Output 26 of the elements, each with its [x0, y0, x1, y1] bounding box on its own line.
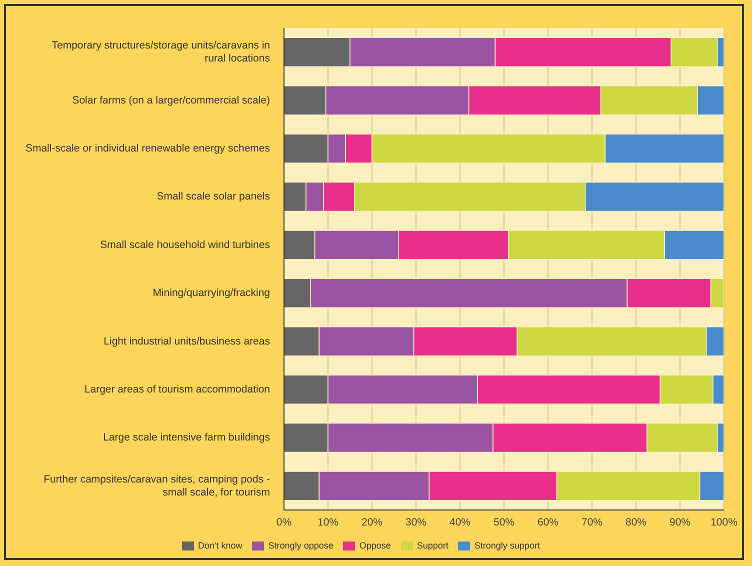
y-tick-label: Further campsites/caravan sites, camping pods - small scale, for tourism [44, 473, 270, 498]
x-tick-label: 30% [405, 516, 427, 528]
y-tick-label: Small scale solar panels [156, 190, 270, 203]
x-tick-label: 70% [581, 516, 603, 528]
x-tick-label: 20% [361, 516, 383, 528]
x-tick-label: 10% [317, 516, 339, 528]
y-tick-label: Small scale household wind turbines [100, 238, 270, 251]
x-tick-label: 90% [669, 516, 691, 528]
x-tick-label: 80% [625, 516, 647, 528]
x-tick-label: 0% [276, 516, 292, 528]
y-tick-label: Light industrial units/business areas [104, 335, 270, 348]
y-tick-label: Mining/quarrying/fracking [152, 287, 270, 300]
y-tick-label: Temporary structures/storage units/caravans in rural locations [52, 40, 270, 65]
x-tick-label: 40% [449, 516, 471, 528]
y-tick-label: Small-scale or individual renewable energy schemes [25, 142, 270, 154]
legend-label: Strongly support [474, 540, 540, 550]
x-tick-label: 50% [493, 516, 515, 528]
legend-label: Don't know [198, 540, 242, 550]
y-tick-label: Larger areas of tourism accommodation [84, 384, 270, 396]
y-tick-label: Solar farms (on a larger/commercial scale) [72, 94, 270, 106]
x-tick-label: 60% [537, 516, 559, 528]
legend-label: Oppose [359, 540, 391, 550]
y-tick-label: Large scale intensive farm buildings [103, 432, 270, 444]
legend-label: Support [416, 540, 448, 550]
x-tick-label: 100% [710, 516, 738, 528]
legend-label: Strongly oppose [268, 540, 334, 550]
